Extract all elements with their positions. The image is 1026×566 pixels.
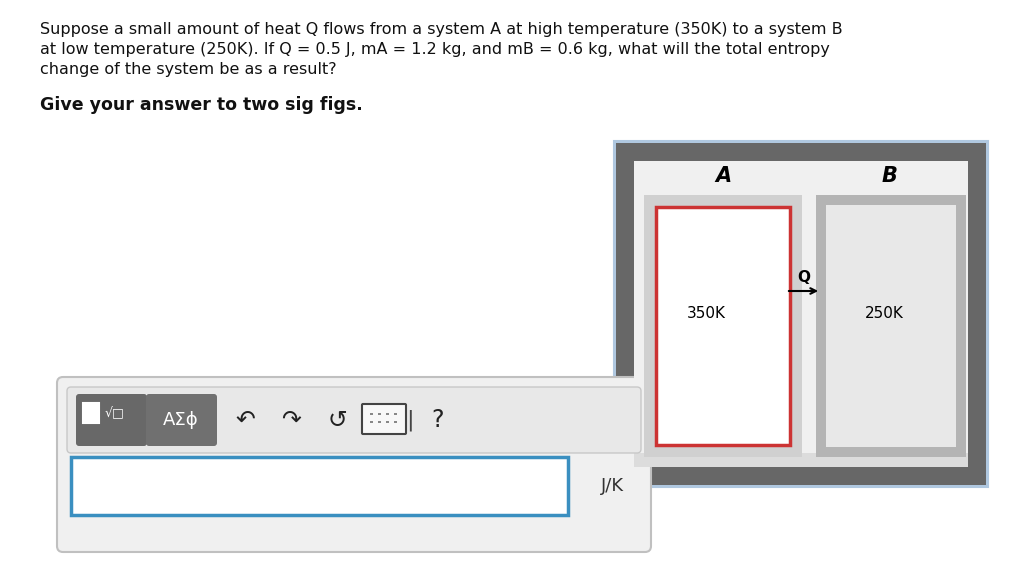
Text: Q: Q — [797, 271, 811, 285]
FancyBboxPatch shape — [67, 387, 641, 453]
Bar — [378, 413, 381, 415]
Text: √□: √□ — [105, 408, 125, 421]
FancyBboxPatch shape — [76, 394, 147, 446]
Bar — [378, 421, 381, 423]
Text: ?: ? — [432, 408, 444, 432]
Text: at low temperature (250K). If Q = 0.5 J, mA = 1.2 kg, and mB = 0.6 kg, what will: at low temperature (250K). If Q = 0.5 J,… — [40, 42, 830, 57]
Bar — [616, 143, 986, 485]
Text: A: A — [715, 166, 732, 186]
Text: Give your answer to two sig figs.: Give your answer to two sig figs. — [40, 96, 363, 114]
Text: ↶: ↶ — [235, 408, 254, 432]
Bar — [394, 421, 397, 423]
Bar — [370, 413, 373, 415]
Text: 250K: 250K — [865, 306, 904, 320]
Bar — [370, 421, 373, 423]
Text: AΣϕ: AΣϕ — [163, 411, 199, 429]
Text: ↺: ↺ — [327, 408, 347, 432]
FancyBboxPatch shape — [57, 377, 652, 552]
FancyBboxPatch shape — [362, 404, 406, 434]
Bar — [816, 195, 966, 457]
Text: 350K: 350K — [686, 306, 725, 320]
Text: B: B — [881, 166, 897, 186]
Text: |: | — [406, 409, 413, 431]
Text: J/K: J/K — [601, 477, 625, 495]
Text: change of the system be as a result?: change of the system be as a result? — [40, 62, 337, 77]
Bar — [634, 161, 968, 467]
Bar — [656, 207, 790, 445]
Bar — [71, 457, 568, 515]
FancyBboxPatch shape — [146, 394, 218, 446]
Bar — [826, 205, 956, 447]
Text: ↷: ↷ — [281, 408, 301, 432]
Bar — [644, 195, 802, 457]
Bar — [394, 413, 397, 415]
Text: Suppose a small amount of heat Q flows from a system A at high temperature (350K: Suppose a small amount of heat Q flows f… — [40, 22, 842, 37]
Bar — [614, 141, 988, 487]
Bar — [634, 161, 968, 453]
Bar — [386, 421, 389, 423]
Bar — [83, 403, 98, 423]
Bar — [386, 413, 389, 415]
